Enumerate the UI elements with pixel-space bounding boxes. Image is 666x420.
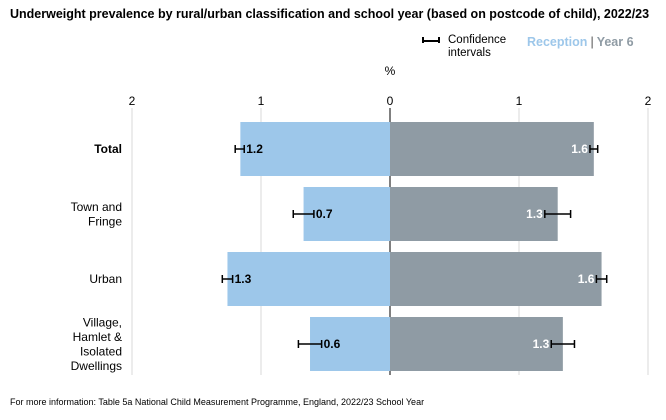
- category-label: Town and Fringe: [71, 200, 123, 229]
- x-tick-label: 1: [516, 94, 523, 108]
- x-tick-label: 1: [258, 94, 265, 108]
- series-legend: Reception | Year 6: [527, 35, 634, 49]
- category-label: Urban: [89, 272, 122, 286]
- ci-legend: Confidence intervals: [422, 34, 528, 60]
- data-label: 1.3: [526, 207, 543, 221]
- legend-year6: Year 6: [596, 35, 634, 49]
- confidence-interval-icon: [422, 37, 440, 44]
- data-label: 1.6: [578, 272, 595, 286]
- data-label: 0.6: [324, 337, 341, 351]
- bar-reception: [310, 317, 390, 371]
- data-label: 0.7: [316, 207, 333, 221]
- x-tick-label: 0: [387, 94, 394, 108]
- bar-reception: [227, 252, 390, 306]
- bar-year6: [390, 122, 594, 176]
- axis-unit-label: %: [385, 64, 396, 78]
- bar-year6: [390, 317, 563, 371]
- data-label: 1.3: [533, 337, 550, 351]
- category-label: Village, Hamlet & Isolated Dwellings: [71, 315, 122, 373]
- chart-title: Underweight prevalence by rural/urban cl…: [10, 7, 650, 21]
- data-label: 1.3: [235, 272, 252, 286]
- x-tick-label: 2: [129, 94, 136, 108]
- legend-separator: |: [590, 35, 594, 49]
- bar-year6: [390, 252, 602, 306]
- footer-note: For more information: Table 5a National …: [10, 397, 425, 407]
- bar-reception: [240, 122, 390, 176]
- ci-legend-label: Confidence intervals: [448, 34, 507, 59]
- data-label: 1.6: [571, 142, 588, 156]
- category-label: Total: [94, 142, 122, 156]
- x-tick-label: 2: [645, 94, 652, 108]
- bar-reception: [303, 187, 390, 241]
- bar-year6: [390, 187, 558, 241]
- data-label: 1.2: [246, 142, 263, 156]
- legend-reception: Reception: [527, 35, 588, 49]
